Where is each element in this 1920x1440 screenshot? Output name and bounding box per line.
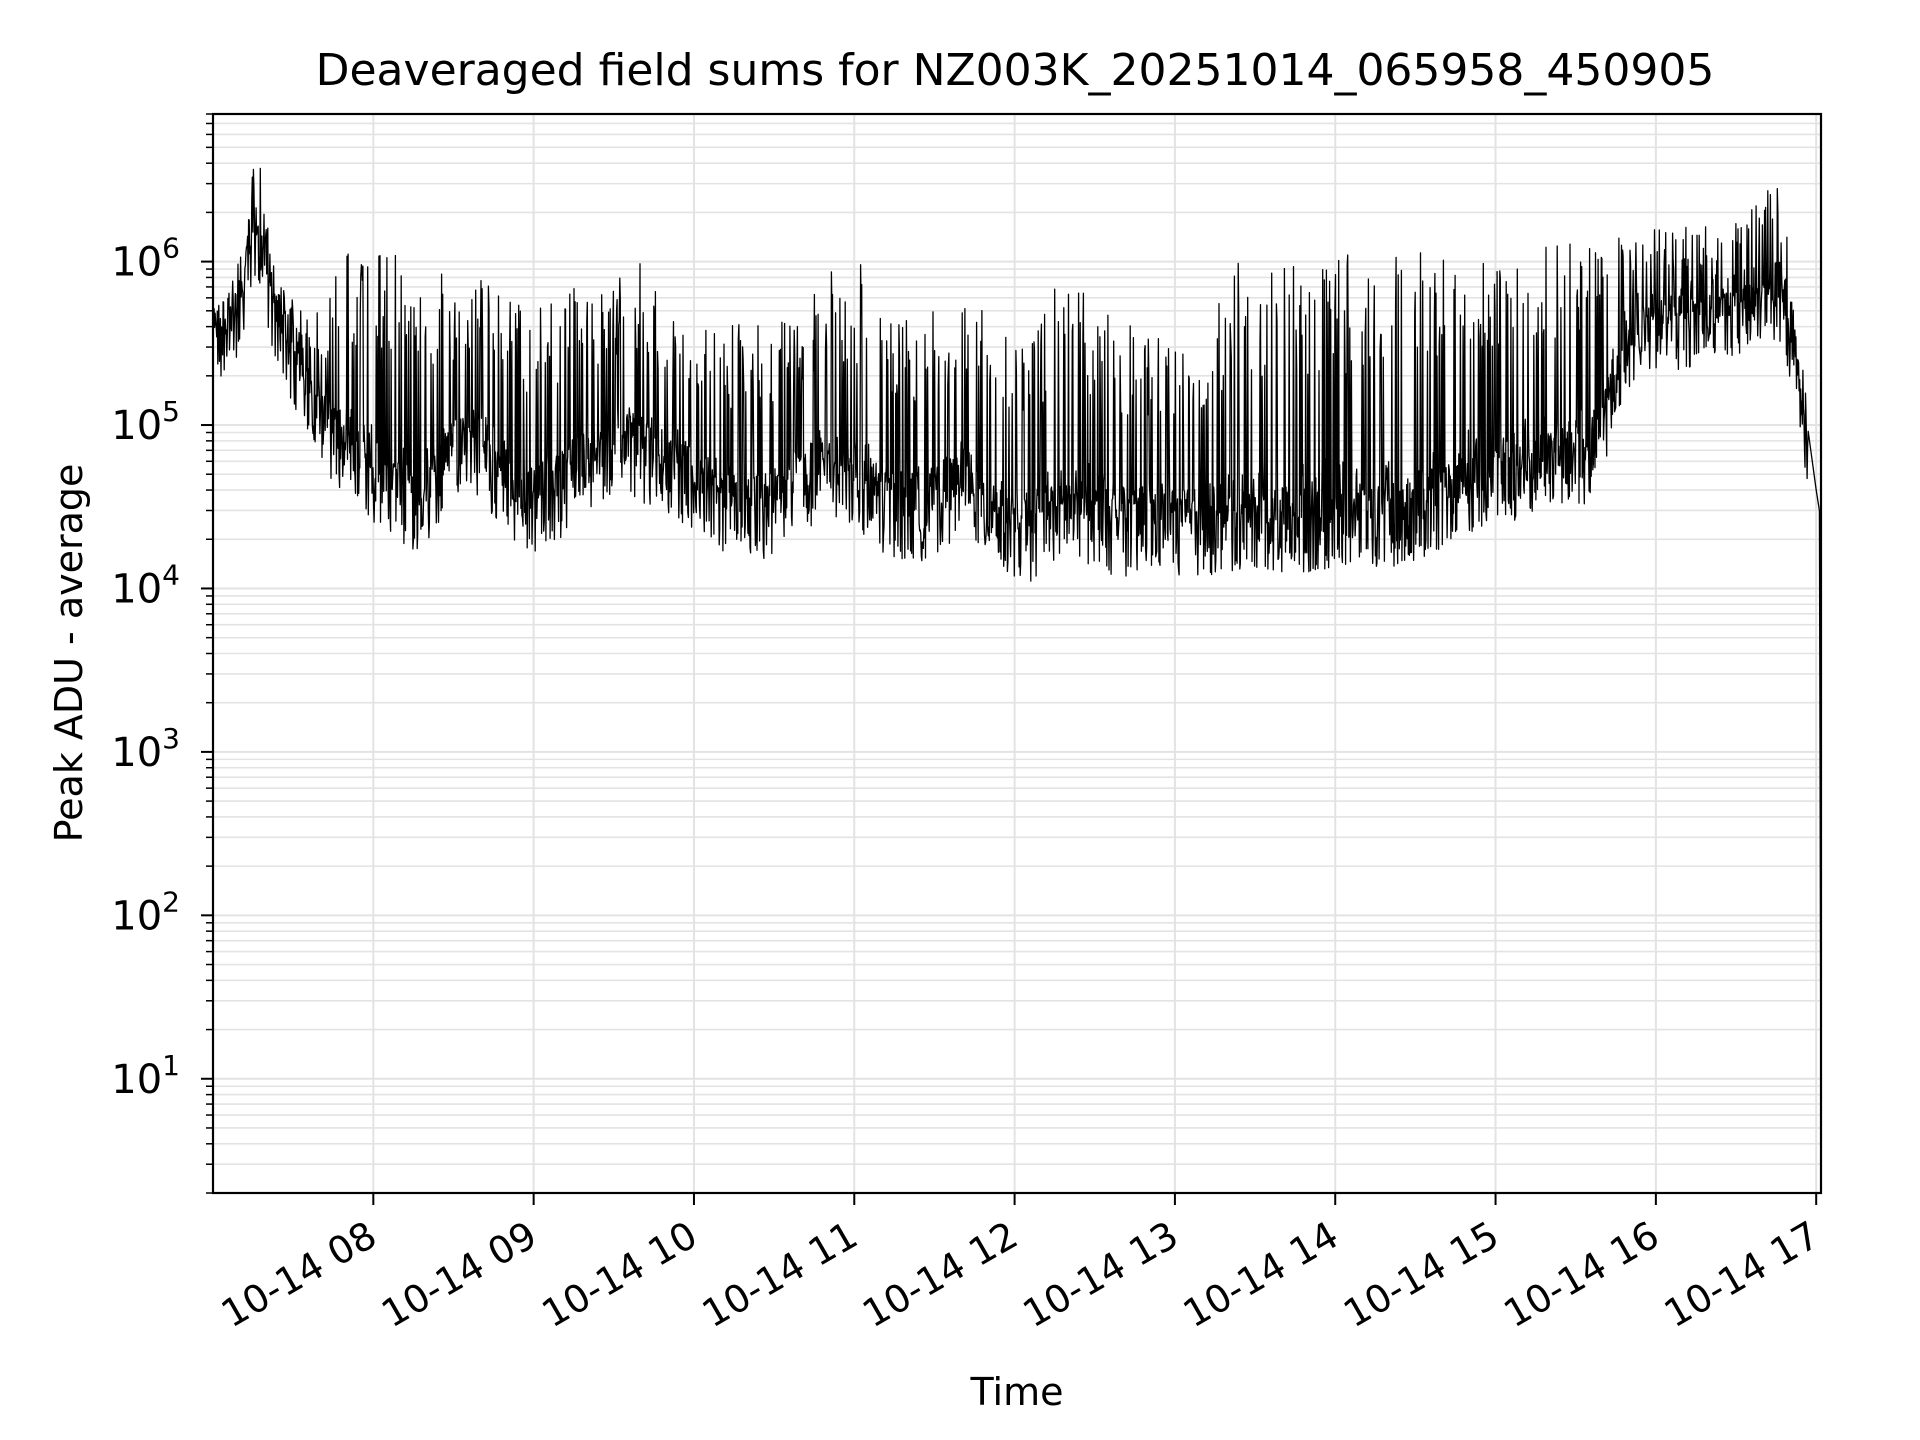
y-tick-label: 102 (111, 885, 180, 939)
y-tick-label: 101 (111, 1049, 180, 1103)
y-tick-label: 104 (111, 558, 180, 612)
series-layer (212, 167, 1822, 1144)
chart-title: Deaveraged field sums for NZ003K_2025101… (316, 45, 1715, 96)
y-tick-exponent: 6 (162, 232, 180, 265)
y-tick-base: 10 (111, 566, 162, 612)
y-tick-exponent: 4 (162, 558, 180, 591)
y-tick-exponent: 1 (162, 1049, 180, 1082)
y-tick-base: 10 (111, 403, 162, 449)
grid-layer (213, 113, 1821, 1194)
y-tick-label: 106 (111, 232, 180, 286)
y-tick-base: 10 (111, 240, 162, 286)
y-tick-exponent: 5 (162, 395, 180, 428)
series-line (212, 167, 1822, 1144)
x-axis-label: Time (970, 1370, 1064, 1414)
y-axis-label: Peak ADU - average (47, 464, 91, 843)
y-tick-label: 105 (111, 395, 180, 449)
y-tick-base: 10 (111, 730, 162, 776)
y-tick-base: 10 (111, 1057, 162, 1103)
y-tick-exponent: 3 (162, 722, 180, 755)
y-tick-label: 103 (111, 722, 180, 776)
y-tick-base: 10 (111, 893, 162, 939)
y-tick-exponent: 2 (162, 885, 180, 918)
